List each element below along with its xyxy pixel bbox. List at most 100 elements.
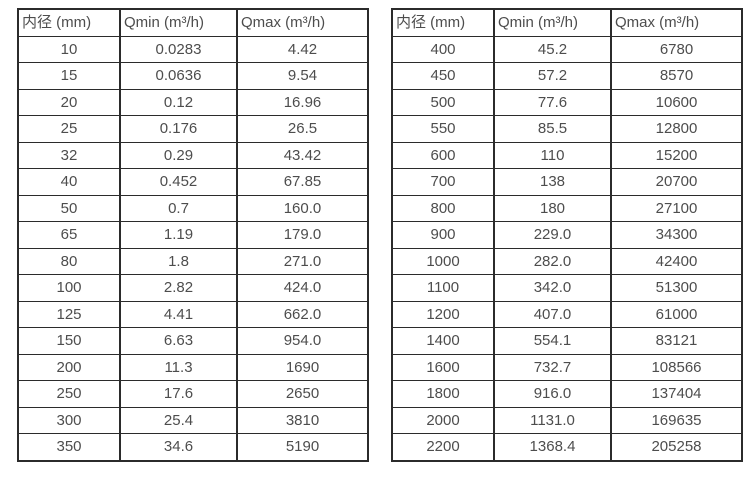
table-row: 25 0.176 26.5 (17, 115, 369, 143)
table-row: 1100 342.0 51300 (391, 274, 743, 302)
table-row: 2000 1131.0 169635 (391, 406, 743, 434)
table-cell: 26.5 (236, 115, 369, 143)
table-row: 550 85.5 12800 (391, 115, 743, 143)
table-cell: 8570 (610, 62, 743, 90)
table-cell: 6780 (610, 35, 743, 63)
table-row: 1800 916.0 137404 (391, 380, 743, 408)
table-cell: 150 (17, 327, 121, 355)
table-cell: 2.82 (119, 274, 238, 302)
table-row: 500 77.6 10600 (391, 88, 743, 116)
table-cell: 450 (391, 62, 495, 90)
table-cell: 732.7 (493, 353, 612, 381)
table-cell: 0.7 (119, 194, 238, 222)
table-cell: 200 (17, 353, 121, 381)
table-cell: 20 (17, 88, 121, 116)
table-cell: 25 (17, 115, 121, 143)
table-row: 65 1.19 179.0 (17, 221, 369, 249)
table-cell: 83121 (610, 327, 743, 355)
table-row: 10 0.0283 4.42 (17, 35, 369, 63)
table-cell: 32 (17, 141, 121, 169)
column-header: Qmin (m³/h) (493, 8, 612, 37)
table-cell: 424.0 (236, 274, 369, 302)
table-cell: 51300 (610, 274, 743, 302)
table-row: 450 57.2 8570 (391, 62, 743, 90)
table-row: 50 0.7 160.0 (17, 194, 369, 222)
table-cell: 900 (391, 221, 495, 249)
table-cell: 342.0 (493, 274, 612, 302)
table-cell: 1.19 (119, 221, 238, 249)
table-cell: 9.54 (236, 62, 369, 90)
table-cell: 350 (17, 433, 121, 461)
table-cell: 550 (391, 115, 495, 143)
table-row: 1200 407.0 61000 (391, 300, 743, 328)
table-cell: 662.0 (236, 300, 369, 328)
table-cell: 0.452 (119, 168, 238, 196)
table-body: 400 45.2 6780 450 57.2 8570 500 77.6 10600 550 85.… (391, 35, 743, 461)
table-cell: 954.0 (236, 327, 369, 355)
table-row: 900 229.0 34300 (391, 221, 743, 249)
table-cell: 179.0 (236, 221, 369, 249)
table-row: 150 6.63 954.0 (17, 327, 369, 355)
table-row: 2200 1368.4 205258 (391, 433, 743, 461)
table-cell: 11.3 (119, 353, 238, 381)
table-cell: 67.85 (236, 168, 369, 196)
table-cell: 43.42 (236, 141, 369, 169)
table-cell: 0.0283 (119, 35, 238, 63)
table-cell: 4.41 (119, 300, 238, 328)
table-cell: 10 (17, 35, 121, 63)
table-cell: 1600 (391, 353, 495, 381)
table-cell: 34300 (610, 221, 743, 249)
table-cell: 137404 (610, 380, 743, 408)
table-cell: 125 (17, 300, 121, 328)
table-cell: 16.96 (236, 88, 369, 116)
table-cell: 45.2 (493, 35, 612, 63)
table-cell: 180 (493, 194, 612, 222)
table-cell: 1400 (391, 327, 495, 355)
table-row: 1000 282.0 42400 (391, 247, 743, 275)
table-cell: 0.12 (119, 88, 238, 116)
table-cell: 77.6 (493, 88, 612, 116)
table-cell: 0.176 (119, 115, 238, 143)
table-cell: 6.63 (119, 327, 238, 355)
small-diameter-flow-table: 内径 (mm) Qmin (m³/h) Qmax (m³/h) 10 0.0283 4.… (17, 8, 369, 462)
table-cell: 250 (17, 380, 121, 408)
table-row: 400 45.2 6780 (391, 35, 743, 63)
table-cell: 1000 (391, 247, 495, 275)
table-row: 32 0.29 43.42 (17, 141, 369, 169)
table-cell: 138 (493, 168, 612, 196)
table-cell: 2650 (236, 380, 369, 408)
table-cell: 700 (391, 168, 495, 196)
table-cell: 169635 (610, 406, 743, 434)
table-cell: 400 (391, 35, 495, 63)
table-cell: 80 (17, 247, 121, 275)
table-cell: 17.6 (119, 380, 238, 408)
table-cell: 0.29 (119, 141, 238, 169)
header-row: 内径 (mm) Qmin (m³/h) Qmax (m³/h) (17, 8, 369, 37)
column-header: Qmin (m³/h) (119, 8, 238, 37)
table-cell: 1131.0 (493, 406, 612, 434)
table-cell: 27100 (610, 194, 743, 222)
table-cell: 1368.4 (493, 433, 612, 461)
table-cell: 160.0 (236, 194, 369, 222)
column-header: Qmax (m³/h) (236, 8, 369, 37)
table-cell: 229.0 (493, 221, 612, 249)
table-cell: 1200 (391, 300, 495, 328)
table-cell: 300 (17, 406, 121, 434)
table-cell: 15200 (610, 141, 743, 169)
table-row: 200 11.3 1690 (17, 353, 369, 381)
table-cell: 42400 (610, 247, 743, 275)
table-cell: 800 (391, 194, 495, 222)
table-cell: 407.0 (493, 300, 612, 328)
table-cell: 916.0 (493, 380, 612, 408)
table-cell: 85.5 (493, 115, 612, 143)
table-cell: 0.0636 (119, 62, 238, 90)
table-cell: 500 (391, 88, 495, 116)
table-row: 700 138 20700 (391, 168, 743, 196)
table-cell: 50 (17, 194, 121, 222)
table-row: 15 0.0636 9.54 (17, 62, 369, 90)
table-cell: 2200 (391, 433, 495, 461)
table-cell: 100 (17, 274, 121, 302)
table-cell: 1800 (391, 380, 495, 408)
table-row: 40 0.452 67.85 (17, 168, 369, 196)
